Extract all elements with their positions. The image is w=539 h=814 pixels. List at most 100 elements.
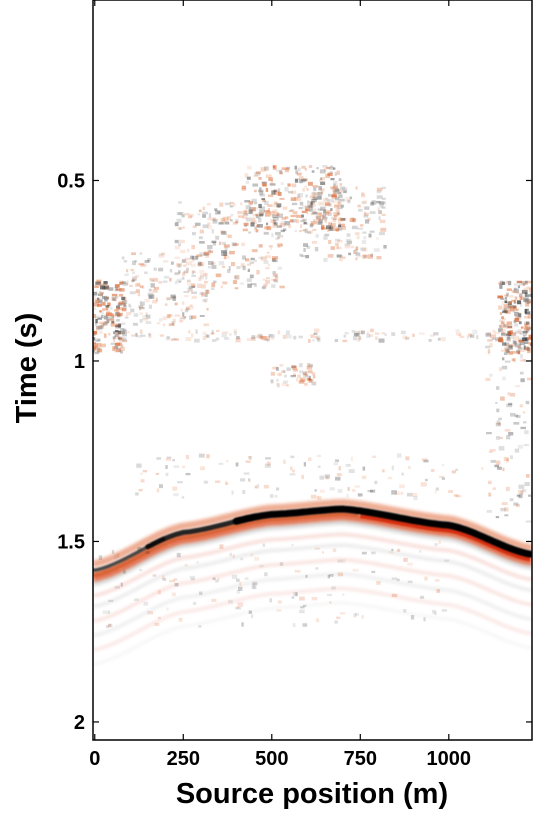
- noise-speck: [199, 314, 205, 317]
- noise-speck: [140, 479, 145, 483]
- noise-speck: [305, 574, 308, 578]
- noise-speck: [106, 319, 110, 324]
- noise-speck: [332, 226, 335, 229]
- noise-speck: [495, 422, 501, 427]
- noise-speck: [524, 315, 530, 319]
- noise-speck: [498, 328, 503, 332]
- noise-speck: [105, 286, 110, 291]
- noise-speck: [348, 469, 355, 473]
- noise-speck: [131, 334, 136, 337]
- noise-speck: [231, 242, 237, 247]
- noise-speck: [140, 301, 145, 306]
- noise-speck: [98, 290, 101, 294]
- noise-speck: [162, 323, 166, 327]
- noise-speck: [297, 177, 301, 180]
- noise-speck: [506, 435, 511, 440]
- noise-speck: [260, 167, 267, 172]
- noise-speck: [147, 258, 151, 262]
- noise-speck: [103, 296, 108, 300]
- noise-speck: [202, 214, 206, 218]
- noise-speck: [507, 336, 511, 340]
- noise-speck: [159, 318, 163, 322]
- noise-speck: [336, 188, 340, 193]
- noise-speck: [95, 339, 100, 342]
- noise-speck: [139, 568, 143, 572]
- noise-speck: [235, 607, 241, 610]
- noise-speck: [297, 167, 301, 172]
- noise-speck: [124, 316, 129, 319]
- noise-speck: [294, 178, 299, 183]
- noise-speck: [176, 278, 183, 282]
- y-axis-label: Time (s): [11, 313, 43, 424]
- noise-speck: [357, 330, 364, 335]
- noise-speck: [277, 330, 281, 335]
- noise-speck: [354, 249, 358, 254]
- noise-speck: [150, 283, 155, 288]
- noise-speck: [265, 174, 272, 178]
- noise-speck: [376, 200, 381, 204]
- noise-speck: [174, 222, 179, 227]
- noise-speck: [192, 225, 197, 228]
- noise-speck: [268, 245, 273, 248]
- noise-speck: [499, 324, 504, 329]
- noise-speck: [503, 456, 509, 462]
- noise-speck: [211, 329, 214, 334]
- noise-speck: [312, 196, 318, 200]
- noise-speck: [170, 295, 177, 299]
- noise-speck: [516, 414, 521, 418]
- noise-speck: [139, 312, 143, 315]
- noise-speck: [167, 543, 173, 549]
- noise-speck: [122, 571, 127, 574]
- noise-speck: [168, 313, 173, 317]
- noise-speck: [197, 213, 201, 216]
- noise-speck: [307, 181, 313, 186]
- noise-speck: [222, 241, 227, 245]
- noise-speck: [181, 496, 185, 499]
- noise-speck: [524, 309, 527, 314]
- noise-speck: [123, 303, 127, 307]
- noise-speck: [244, 200, 251, 203]
- noise-speck: [100, 285, 106, 290]
- noise-speck: [106, 310, 111, 315]
- noise-speck: [335, 246, 342, 250]
- noise-speck: [221, 231, 227, 235]
- noise-speck: [174, 256, 181, 259]
- noise-speck: [396, 453, 402, 458]
- noise-speck: [93, 302, 100, 307]
- noise-speck: [185, 472, 191, 476]
- noise-speck: [310, 205, 315, 208]
- noise-speck: [135, 332, 138, 337]
- noise-speck: [158, 253, 163, 256]
- noise-speck: [206, 454, 210, 459]
- noise-speck: [513, 341, 517, 346]
- noise-speck: [379, 231, 385, 236]
- noise-speck: [497, 422, 501, 426]
- noise-speck: [271, 258, 277, 262]
- noise-speck: [316, 337, 320, 341]
- noise-speck: [122, 329, 127, 332]
- noise-speck: [322, 213, 327, 218]
- noise-speck: [231, 490, 234, 495]
- noise-speck: [505, 309, 511, 314]
- noise-speck: [496, 420, 501, 425]
- noise-speck: [304, 167, 307, 171]
- noise-speck: [244, 224, 247, 228]
- noise-speck: [169, 277, 172, 282]
- noise-speck: [317, 217, 323, 222]
- noise-speck: [331, 194, 337, 200]
- noise-speck: [318, 191, 322, 195]
- noise-speck: [279, 192, 282, 195]
- noise-speck: [337, 572, 344, 577]
- noise-speck: [246, 337, 251, 341]
- noise-speck: [264, 166, 268, 171]
- noise-speck: [280, 182, 284, 186]
- noise-speck: [240, 263, 245, 268]
- noise-speck: [93, 337, 96, 341]
- noise-speck: [291, 469, 296, 473]
- noise-speck: [119, 338, 122, 342]
- noise-speck: [299, 363, 303, 368]
- noise-speck: [381, 206, 386, 209]
- noise-speck: [174, 314, 181, 317]
- noise-speck: [98, 555, 103, 560]
- noise-speck: [357, 493, 363, 497]
